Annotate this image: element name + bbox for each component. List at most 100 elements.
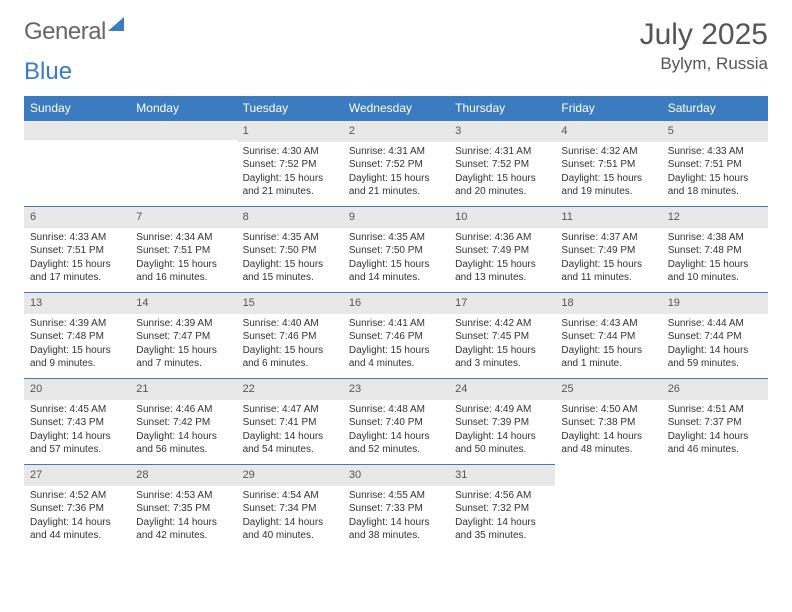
sunrise-text: Sunrise: 4:54 AM — [243, 489, 337, 503]
day-number-empty — [24, 121, 130, 140]
daylight-text-2: and 11 minutes. — [561, 271, 655, 285]
daylight-text-1: Daylight: 14 hours — [349, 430, 443, 444]
sunset-text: Sunset: 7:33 PM — [349, 502, 443, 516]
day-number: 23 — [343, 379, 449, 400]
day-number: 12 — [662, 207, 768, 228]
sunset-text: Sunset: 7:51 PM — [30, 244, 124, 258]
sunset-text: Sunset: 7:36 PM — [30, 502, 124, 516]
sunset-text: Sunset: 7:32 PM — [455, 502, 549, 516]
day-content: Sunrise: 4:41 AMSunset: 7:46 PMDaylight:… — [343, 314, 449, 377]
day-number: 5 — [662, 121, 768, 142]
day-content: Sunrise: 4:49 AMSunset: 7:39 PMDaylight:… — [449, 400, 555, 463]
sunset-text: Sunset: 7:48 PM — [668, 244, 762, 258]
day-number: 15 — [237, 293, 343, 314]
day-number: 11 — [555, 207, 661, 228]
day-number-empty — [130, 121, 236, 140]
daylight-text-2: and 20 minutes. — [455, 185, 549, 199]
sunrise-text: Sunrise: 4:53 AM — [136, 489, 230, 503]
daylight-text-2: and 40 minutes. — [243, 529, 337, 543]
daylight-text-1: Daylight: 15 hours — [668, 172, 762, 186]
sunset-text: Sunset: 7:45 PM — [455, 330, 549, 344]
day-content: Sunrise: 4:54 AMSunset: 7:34 PMDaylight:… — [237, 486, 343, 549]
sunrise-text: Sunrise: 4:35 AM — [243, 231, 337, 245]
day-number: 4 — [555, 121, 661, 142]
daylight-text-2: and 52 minutes. — [349, 443, 443, 457]
day-content: Sunrise: 4:33 AMSunset: 7:51 PMDaylight:… — [24, 228, 130, 291]
sunrise-text: Sunrise: 4:33 AM — [668, 145, 762, 159]
daylight-text-2: and 16 minutes. — [136, 271, 230, 285]
sunrise-text: Sunrise: 4:31 AM — [349, 145, 443, 159]
day-content: Sunrise: 4:39 AMSunset: 7:48 PMDaylight:… — [24, 314, 130, 377]
sunrise-text: Sunrise: 4:55 AM — [349, 489, 443, 503]
sunset-text: Sunset: 7:52 PM — [349, 158, 443, 172]
sunrise-text: Sunrise: 4:44 AM — [668, 317, 762, 331]
calendar-day-cell: 12Sunrise: 4:38 AMSunset: 7:48 PMDayligh… — [662, 207, 768, 293]
daylight-text-2: and 6 minutes. — [243, 357, 337, 371]
sunrise-text: Sunrise: 4:39 AM — [136, 317, 230, 331]
calendar-day-cell: 13Sunrise: 4:39 AMSunset: 7:48 PMDayligh… — [24, 293, 130, 379]
daylight-text-2: and 21 minutes. — [243, 185, 337, 199]
weekday-header: Saturday — [662, 96, 768, 121]
daylight-text-1: Daylight: 15 hours — [561, 172, 655, 186]
calendar-day-cell: 31Sunrise: 4:56 AMSunset: 7:32 PMDayligh… — [449, 465, 555, 551]
sunrise-text: Sunrise: 4:48 AM — [349, 403, 443, 417]
daylight-text-2: and 19 minutes. — [561, 185, 655, 199]
sunset-text: Sunset: 7:49 PM — [561, 244, 655, 258]
daylight-text-2: and 9 minutes. — [30, 357, 124, 371]
calendar-day-cell: 8Sunrise: 4:35 AMSunset: 7:50 PMDaylight… — [237, 207, 343, 293]
day-number: 24 — [449, 379, 555, 400]
day-content: Sunrise: 4:31 AMSunset: 7:52 PMDaylight:… — [449, 142, 555, 205]
day-number: 13 — [24, 293, 130, 314]
sunrise-text: Sunrise: 4:43 AM — [561, 317, 655, 331]
weekday-header: Monday — [130, 96, 236, 121]
calendar-week-row: 6Sunrise: 4:33 AMSunset: 7:51 PMDaylight… — [24, 207, 768, 293]
daylight-text-1: Daylight: 15 hours — [561, 344, 655, 358]
sunset-text: Sunset: 7:51 PM — [668, 158, 762, 172]
sunset-text: Sunset: 7:51 PM — [561, 158, 655, 172]
sunrise-text: Sunrise: 4:33 AM — [30, 231, 124, 245]
calendar-day-cell: 19Sunrise: 4:44 AMSunset: 7:44 PMDayligh… — [662, 293, 768, 379]
daylight-text-1: Daylight: 14 hours — [349, 516, 443, 530]
daylight-text-1: Daylight: 14 hours — [561, 430, 655, 444]
calendar-day-cell: 14Sunrise: 4:39 AMSunset: 7:47 PMDayligh… — [130, 293, 236, 379]
daylight-text-2: and 56 minutes. — [136, 443, 230, 457]
day-content: Sunrise: 4:47 AMSunset: 7:41 PMDaylight:… — [237, 400, 343, 463]
day-content: Sunrise: 4:45 AMSunset: 7:43 PMDaylight:… — [24, 400, 130, 463]
day-number: 18 — [555, 293, 661, 314]
calendar-day-cell: 7Sunrise: 4:34 AMSunset: 7:51 PMDaylight… — [130, 207, 236, 293]
day-content: Sunrise: 4:30 AMSunset: 7:52 PMDaylight:… — [237, 142, 343, 205]
daylight-text-2: and 38 minutes. — [349, 529, 443, 543]
daylight-text-1: Daylight: 15 hours — [243, 172, 337, 186]
daylight-text-2: and 7 minutes. — [136, 357, 230, 371]
day-content: Sunrise: 4:34 AMSunset: 7:51 PMDaylight:… — [130, 228, 236, 291]
day-number: 6 — [24, 207, 130, 228]
day-content: Sunrise: 4:40 AMSunset: 7:46 PMDaylight:… — [237, 314, 343, 377]
sunrise-text: Sunrise: 4:42 AM — [455, 317, 549, 331]
daylight-text-2: and 21 minutes. — [349, 185, 443, 199]
sunset-text: Sunset: 7:42 PM — [136, 416, 230, 430]
day-content: Sunrise: 4:51 AMSunset: 7:37 PMDaylight:… — [662, 400, 768, 463]
daylight-text-1: Daylight: 15 hours — [136, 258, 230, 272]
calendar-day-cell: 1Sunrise: 4:30 AMSunset: 7:52 PMDaylight… — [237, 121, 343, 207]
sunset-text: Sunset: 7:34 PM — [243, 502, 337, 516]
daylight-text-2: and 13 minutes. — [455, 271, 549, 285]
logo-text-1: General — [24, 18, 106, 46]
calendar-table: SundayMondayTuesdayWednesdayThursdayFrid… — [24, 96, 768, 551]
daylight-text-1: Daylight: 14 hours — [136, 516, 230, 530]
calendar-day-cell: 26Sunrise: 4:51 AMSunset: 7:37 PMDayligh… — [662, 379, 768, 465]
day-number: 27 — [24, 465, 130, 486]
sunset-text: Sunset: 7:38 PM — [561, 416, 655, 430]
logo: General — [24, 18, 124, 46]
daylight-text-1: Daylight: 15 hours — [30, 258, 124, 272]
calendar-day-cell: 6Sunrise: 4:33 AMSunset: 7:51 PMDaylight… — [24, 207, 130, 293]
sunrise-text: Sunrise: 4:46 AM — [136, 403, 230, 417]
daylight-text-1: Daylight: 14 hours — [668, 344, 762, 358]
calendar-week-row: 20Sunrise: 4:45 AMSunset: 7:43 PMDayligh… — [24, 379, 768, 465]
day-number-empty — [662, 465, 768, 486]
page-title: July 2025 — [640, 18, 768, 52]
calendar-day-cell: 2Sunrise: 4:31 AMSunset: 7:52 PMDaylight… — [343, 121, 449, 207]
calendar-day-cell — [130, 121, 236, 207]
daylight-text-2: and 14 minutes. — [349, 271, 443, 285]
daylight-text-1: Daylight: 14 hours — [30, 516, 124, 530]
day-content: Sunrise: 4:55 AMSunset: 7:33 PMDaylight:… — [343, 486, 449, 549]
